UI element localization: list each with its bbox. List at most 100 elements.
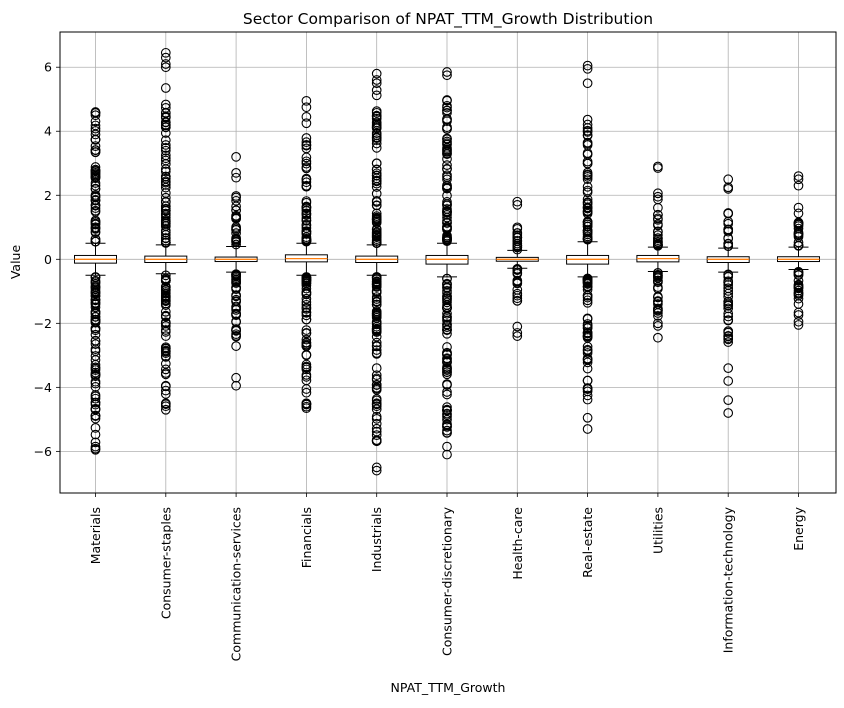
outlier-point <box>371 107 382 118</box>
outlier-point <box>653 194 663 205</box>
x-tick-label: Information-technology <box>721 506 736 653</box>
outlier-point <box>793 280 804 291</box>
outlier-point <box>301 143 312 154</box>
outlier-point <box>90 302 101 313</box>
box-group-industrials <box>355 68 399 476</box>
outlier-point <box>442 200 452 211</box>
outlier-point <box>371 178 382 189</box>
outlier-point <box>301 139 312 150</box>
outlier-point <box>301 223 312 233</box>
outlier-point <box>371 230 382 241</box>
outlier-point <box>160 128 171 138</box>
outlier-point <box>160 176 171 187</box>
outlier-point <box>723 326 734 336</box>
outlier-point <box>301 307 312 317</box>
outlier-point <box>301 226 312 237</box>
outlier-point <box>90 404 101 415</box>
outlier-point <box>793 223 804 234</box>
outlier-point <box>723 283 734 294</box>
outlier-point <box>723 308 734 319</box>
outlier-point <box>301 162 312 172</box>
outlier-point <box>160 182 171 193</box>
outlier-point <box>301 208 312 219</box>
outlier-point <box>653 291 663 302</box>
box-group-real-estate <box>566 60 610 434</box>
outlier-point <box>512 228 523 238</box>
outlier-point <box>90 123 101 134</box>
outlier-point <box>160 310 171 321</box>
outlier-point <box>160 215 171 226</box>
outlier-point <box>301 325 312 335</box>
outlier-point <box>160 321 171 331</box>
outlier-point <box>371 323 382 334</box>
outlier-point <box>301 398 312 409</box>
outlier-point <box>371 307 382 318</box>
outlier-point <box>653 214 663 225</box>
outlier-point <box>160 287 171 297</box>
outlier-point <box>160 380 171 391</box>
outlier-point <box>371 411 382 422</box>
outlier-point <box>653 230 663 240</box>
outlier-point <box>512 277 523 288</box>
outlier-point <box>90 183 101 194</box>
outlier-point <box>301 213 312 223</box>
outlier-point <box>512 196 523 207</box>
outlier-point <box>653 282 663 292</box>
outlier-point <box>90 423 101 433</box>
outlier-point <box>371 465 382 476</box>
outlier-point <box>301 314 312 325</box>
outlier-point <box>442 410 452 420</box>
outlier-point <box>90 275 101 286</box>
outlier-point <box>301 181 312 192</box>
outlier-point <box>582 424 593 434</box>
outlier-point <box>723 218 734 229</box>
outlier-point <box>160 122 171 132</box>
outlier-point <box>301 205 312 216</box>
outlier-point <box>442 441 452 452</box>
outlier-point <box>653 321 663 331</box>
outlier-point <box>160 404 171 415</box>
outlier-point <box>90 147 101 157</box>
outlier-point <box>793 293 804 304</box>
outlier-point <box>301 158 312 169</box>
x-tick-label: Energy <box>791 506 806 550</box>
outlier-point <box>371 363 382 373</box>
outlier-point <box>582 357 593 368</box>
outlier-point <box>442 357 452 367</box>
x-tick-label: Consumer-discretionary <box>440 506 455 656</box>
outlier-point <box>442 387 452 397</box>
outlier-point <box>442 285 452 296</box>
outlier-point <box>442 223 452 233</box>
outlier-point <box>371 345 382 355</box>
outlier-point <box>442 295 452 306</box>
outlier-point <box>371 142 382 153</box>
outlier-point <box>442 183 452 194</box>
outlier-point <box>582 412 593 423</box>
box-group-health-care <box>495 196 539 341</box>
outlier-point <box>301 102 312 113</box>
outlier-point <box>301 289 312 300</box>
outlier-point <box>723 277 734 288</box>
outlier-point <box>582 123 593 133</box>
outlier-point <box>371 404 382 415</box>
outlier-point <box>582 202 593 213</box>
outlier-point <box>371 374 382 385</box>
outlier-point <box>582 328 593 339</box>
outlier-point <box>582 208 593 219</box>
outlier-point <box>90 437 101 448</box>
outlier-point <box>160 164 171 175</box>
outlier-point <box>442 116 452 126</box>
outlier-point <box>582 137 593 148</box>
outlier-point <box>231 305 241 315</box>
outlier-point <box>582 185 593 196</box>
x-tick-label: Utilities <box>650 507 665 554</box>
outlier-point <box>231 329 241 340</box>
outlier-point <box>512 331 523 341</box>
outlier-point <box>90 200 101 210</box>
outlier-point <box>582 60 593 71</box>
y-tick-label: −4 <box>34 380 52 395</box>
outlier-point <box>301 387 312 398</box>
outlier-point <box>160 62 171 73</box>
outlier-point <box>160 59 171 69</box>
